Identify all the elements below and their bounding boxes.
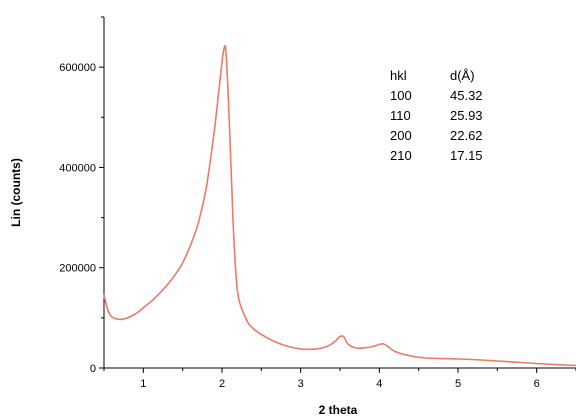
y-tick-label: 200000 xyxy=(59,263,96,275)
annot-row-d: 45.32 xyxy=(450,88,483,103)
x-axis-title: 2 theta xyxy=(319,403,358,417)
y-ticks: 0 200000 400000 600000 xyxy=(59,16,104,375)
annot-row-d: 17.15 xyxy=(450,148,483,163)
y-tick-label: 400000 xyxy=(59,162,96,174)
x-tick-label: 3 xyxy=(298,378,304,390)
x-ticks: 1 2 3 4 5 6 xyxy=(103,368,576,390)
x-tick-label: 1 xyxy=(140,378,146,390)
x-tick-label: 6 xyxy=(534,378,540,390)
y-axis-title: Lin (counts) xyxy=(9,158,23,227)
annot-row-d: 22.62 xyxy=(450,128,483,143)
x-tick-label: 2 xyxy=(219,378,225,390)
annot-row-hkl: 210 xyxy=(390,148,412,163)
series-line xyxy=(103,44,576,367)
hkl-annotation-table: hkl d(Å) 100 45.32 110 25.93 200 22.62 2… xyxy=(390,68,483,163)
annot-row-d: 25.93 xyxy=(450,108,483,123)
plot-area: 1 2 3 4 5 6 0 200000 400000 600000 xyxy=(59,16,576,390)
annot-header-hkl: hkl xyxy=(390,68,407,83)
annot-row-hkl: 100 xyxy=(390,88,412,103)
annot-header-d: d(Å) xyxy=(450,68,475,83)
x-tick-label: 4 xyxy=(376,378,382,390)
y-tick-label: 0 xyxy=(90,363,96,375)
x-tick-label: 5 xyxy=(455,378,461,390)
annot-row-hkl: 200 xyxy=(390,128,412,143)
y-tick-label: 600000 xyxy=(59,62,96,74)
annot-row-hkl: 110 xyxy=(390,108,411,123)
